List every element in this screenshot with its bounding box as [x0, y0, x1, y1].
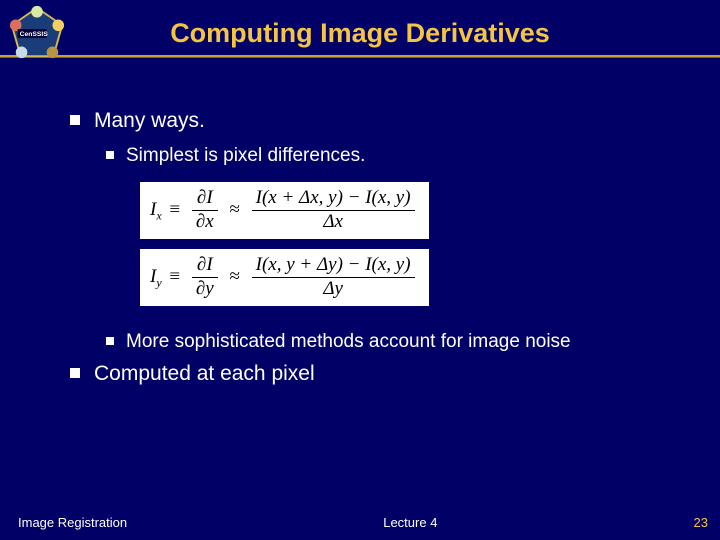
eq-equiv: ≡ — [166, 199, 183, 220]
equation-block: Ix ≡ ∂I ∂x ≈ I(x + Δx, y) − I(x, y) Δx I… — [140, 182, 660, 316]
eq-approx: ≈ — [226, 266, 242, 287]
censsis-logo: CenSSIS — [8, 4, 66, 62]
slide-content: Many ways. Simplest is pixel differences… — [0, 70, 720, 388]
header-divider — [0, 55, 720, 58]
bullet-square-icon — [70, 115, 80, 125]
equation-ix: Ix ≡ ∂I ∂x ≈ I(x + Δx, y) − I(x, y) Δx — [140, 182, 429, 239]
bullet-level1: Computed at each pixel — [70, 361, 660, 387]
bullet-level2: More sophisticated methods account for i… — [106, 330, 660, 354]
eq-diff-frac: I(x + Δx, y) − I(x, y) Δx — [252, 188, 415, 233]
bullet-square-icon — [70, 368, 80, 378]
svg-text:CenSSIS: CenSSIS — [20, 31, 49, 38]
page-number: 23 — [694, 515, 708, 530]
eq-partial-frac: ∂I ∂x — [192, 188, 218, 233]
eq-equiv: ≡ — [166, 266, 183, 287]
slide-title: Computing Image Derivatives — [0, 0, 720, 49]
eq-lhs-sub: x — [156, 209, 161, 223]
bullet-text: Many ways. — [94, 108, 205, 134]
slide-footer: Image Registration Lecture 4 23 — [0, 515, 720, 530]
slide-header: CenSSIS Computing Image Derivatives — [0, 0, 720, 70]
footer-center: Lecture 4 — [383, 515, 437, 530]
bullet-square-icon — [106, 337, 114, 345]
equation-iy: Iy ≡ ∂I ∂y ≈ I(x, y + Δy) − I(x, y) Δy — [140, 249, 429, 306]
eq-lhs-sub: y — [156, 275, 161, 289]
eq-diff-frac: I(x, y + Δy) − I(x, y) Δy — [252, 255, 415, 300]
eq-partial-frac: ∂I ∂y — [192, 255, 218, 300]
footer-left: Image Registration — [18, 515, 127, 530]
bullet-text: More sophisticated methods account for i… — [126, 330, 571, 354]
bullet-square-icon — [106, 151, 114, 159]
bullet-text: Computed at each pixel — [94, 361, 315, 387]
bullet-text: Simplest is pixel differences. — [126, 144, 365, 168]
bullet-level1: Many ways. — [70, 108, 660, 134]
eq-approx: ≈ — [226, 199, 242, 220]
bullet-level2: Simplest is pixel differences. — [106, 144, 660, 168]
